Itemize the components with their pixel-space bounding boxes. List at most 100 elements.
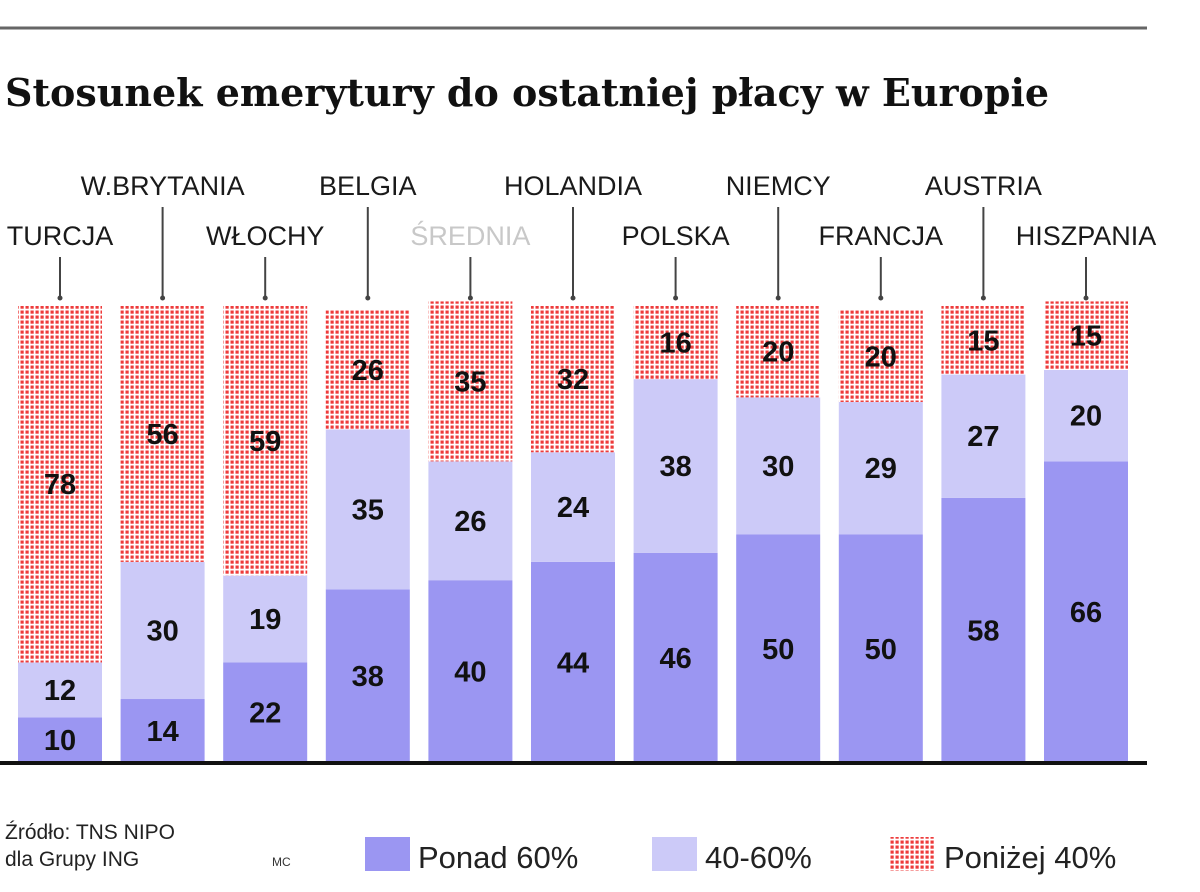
bar-segment: [18, 306, 102, 663]
category-label: HOLANDIA: [504, 171, 642, 201]
label-leader-dot: [365, 295, 371, 301]
value-label: 12: [44, 675, 76, 707]
bar-segment: [941, 374, 1026, 498]
value-label: 22: [249, 698, 281, 730]
label-leader-dot: [1083, 295, 1089, 301]
value-label: 35: [352, 494, 384, 526]
value-label: 40: [454, 657, 486, 689]
legend-swatch-ponizej-40: [890, 837, 935, 871]
value-label: 56: [146, 419, 178, 451]
bar-segment: [838, 401, 923, 535]
label-leader-dot: [57, 295, 63, 301]
label-leader-dot: [262, 295, 268, 301]
bar-segment: [838, 534, 923, 763]
value-label: 58: [967, 615, 999, 647]
bar-segment: [633, 552, 718, 763]
chart-title: Stosunek emerytury do ostatniej płacy w …: [5, 70, 1049, 115]
value-label: 38: [352, 661, 384, 693]
value-label: 32: [557, 364, 589, 396]
source-line-2: dla Grupy ING: [5, 848, 139, 871]
category-label: NIEMCY: [726, 171, 831, 201]
bar-segment: [531, 561, 615, 763]
value-label: 27: [967, 421, 999, 453]
bar-segment: [1044, 301, 1128, 370]
source-line-1: Źródło: TNS NIPO: [5, 821, 175, 844]
bar-segment: [428, 301, 513, 462]
bar-segment: [223, 575, 308, 663]
legend-label-ponad-60: Ponad 60%: [418, 840, 578, 875]
legend-swatch-40-60: [652, 837, 697, 871]
value-label: 26: [454, 506, 486, 538]
bar-segment: [428, 580, 513, 763]
label-leader-dot: [878, 295, 884, 301]
legend: Ponad 60% 40-60% Poniżej 40%: [365, 837, 1116, 875]
bar-segment: [325, 429, 410, 590]
value-label: 20: [762, 337, 794, 369]
bar-segment: [531, 452, 615, 562]
value-label: 29: [865, 453, 897, 485]
bar-segment: [223, 662, 308, 763]
category-label: HISZPANIA: [1016, 221, 1157, 251]
bar-segment: [1044, 461, 1128, 763]
legend-label-ponizej-40: Poniżej 40%: [944, 840, 1116, 875]
bar-segment: [18, 662, 102, 718]
bar-segment: [736, 306, 821, 398]
value-label: 50: [762, 634, 794, 666]
bar-segment: [428, 461, 513, 581]
value-label: 26: [352, 355, 384, 387]
bars-group: 10 12 78 14 30 56 22 19 59 38 35 26 40 26 35 44 24 32 46 38…: [18, 301, 1128, 763]
value-label: 44: [557, 647, 589, 679]
category-label: POLSKA: [622, 221, 730, 251]
value-label: 30: [762, 451, 794, 483]
value-label: 16: [659, 328, 691, 360]
bar-segment: [941, 497, 1026, 763]
category-label: AUSTRIA: [925, 171, 1042, 201]
bar-segment: [633, 306, 718, 380]
legend-swatch-ponad-60: [365, 837, 410, 871]
value-label: 20: [865, 341, 897, 373]
bar-segment: [223, 306, 308, 576]
value-label: 24: [557, 492, 589, 524]
label-leader-dot: [775, 295, 781, 301]
bar-segment: [18, 717, 102, 763]
value-label: 30: [146, 615, 178, 647]
category-labels-group: TURCJA W.BRYTANIA WŁOCHY BELGIA ŚREDNIA HOLAN…: [7, 171, 1157, 301]
value-label: 15: [967, 325, 999, 357]
bar-segment: [120, 561, 205, 700]
label-leader-dot: [160, 295, 166, 301]
bar-segment: [736, 397, 821, 535]
category-label: FRANCJA: [819, 221, 944, 251]
value-label: 59: [249, 426, 281, 458]
category-label: WŁOCHY: [206, 221, 325, 251]
value-label: 14: [146, 716, 178, 748]
label-leader-dot: [980, 295, 986, 301]
category-label: TURCJA: [7, 221, 114, 251]
category-label: BELGIA: [319, 171, 417, 201]
label-leader-dot: [467, 295, 473, 301]
bar-segment: [1044, 369, 1128, 462]
category-label: ŚREDNIA: [410, 219, 530, 251]
bar-segment: [531, 306, 615, 453]
category-label: W.BRYTANIA: [81, 171, 245, 201]
bar-segment: [838, 310, 923, 402]
bar-segment: [325, 310, 410, 430]
bar-segment: [941, 306, 1026, 375]
value-label: 35: [454, 366, 486, 398]
author-credit: MC: [272, 855, 291, 869]
bar-segment: [325, 589, 410, 763]
value-label: 66: [1070, 597, 1102, 629]
value-label: 46: [659, 643, 691, 675]
value-label: 38: [659, 451, 691, 483]
legend-label-40-60: 40-60%: [705, 840, 812, 875]
label-leader-dot: [570, 295, 576, 301]
value-label: 10: [44, 725, 76, 757]
value-label: 20: [1070, 401, 1102, 433]
bar-segment: [736, 534, 821, 763]
bar-segment: [120, 306, 205, 562]
value-label: 50: [865, 634, 897, 666]
value-label: 19: [249, 604, 281, 636]
bar-segment: [633, 379, 718, 553]
bar-segment: [120, 699, 205, 763]
value-label: 15: [1070, 321, 1102, 353]
